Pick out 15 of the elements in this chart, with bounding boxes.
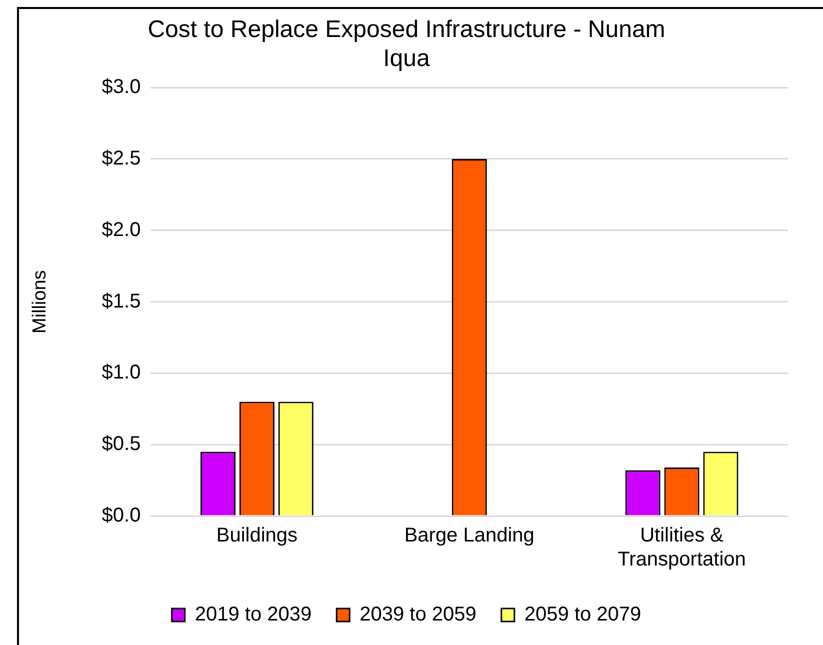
y-tick-label: $1.5	[102, 290, 141, 312]
y-tick-label: $2.0	[102, 218, 141, 241]
x-tick-label: Utilities & Transportation	[618, 524, 746, 571]
y-axis-title: Millions	[30, 270, 51, 334]
y-tick-label: $1.0	[102, 362, 141, 384]
y-tick-label: $3.0	[102, 76, 141, 98]
x-tick-label: Buildings	[216, 524, 298, 547]
y-tick-label: $2.5	[102, 148, 141, 170]
y-tick-label: $0.5	[102, 433, 141, 456]
y-tick-label: $0.0	[102, 504, 141, 527]
x-tick-label: Barge Landing	[404, 524, 534, 547]
legend-label: 2059 to 2079	[524, 604, 642, 626]
chart-title: Cost to Replace Exposed Infrastructure - Nunam Iqua	[148, 16, 666, 72]
legend-label: 2019 to 2039	[194, 604, 312, 626]
legend-label: 2039 to 2059	[360, 604, 476, 626]
